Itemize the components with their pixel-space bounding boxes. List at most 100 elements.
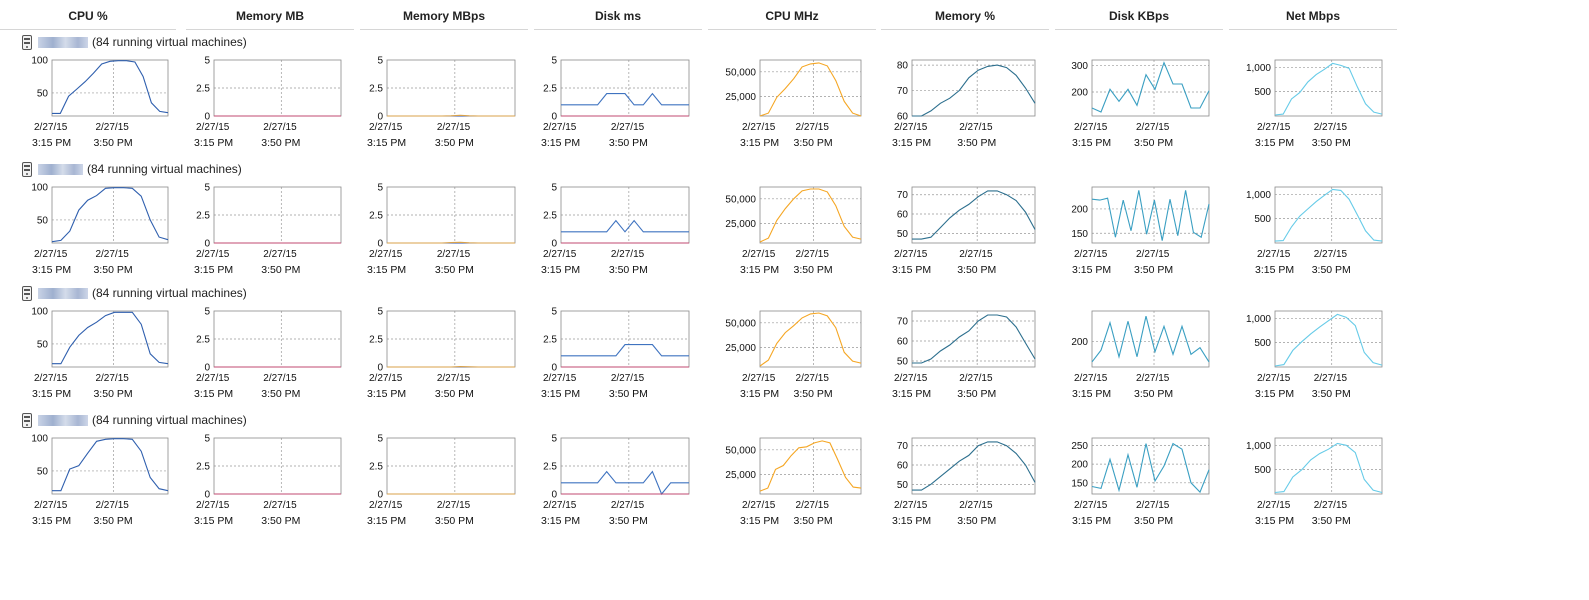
chart-cpu-pct-host-4[interactable]: 100 50 2/27/15 3:15 PM 2/27/15 3:50 PM (0, 412, 190, 544)
x-tick-time: 3:15 PM (194, 388, 233, 400)
x-tick-date: 2/27/15 (543, 500, 577, 511)
y-tick-label: 250 (1071, 441, 1088, 452)
y-tick-label: 2.5 (196, 462, 210, 473)
y-tick-label: 70 (897, 317, 909, 328)
y-tick-label: 2.5 (369, 462, 383, 473)
series-line (759, 312, 862, 367)
chart-memory-mb-host-2[interactable]: 5 2.5 0 2/27/15 3:15 PM 2/27/15 3:50 PM (175, 161, 365, 293)
plot-frame (213, 186, 342, 244)
vm-count-label: (84 running virtual machines) (87, 162, 242, 176)
chart-net-mbps-host-4[interactable]: 1,000 500 2/27/15 3:15 PM 2/27/15 3:50 PM (1220, 412, 1410, 544)
x-tick-time: 3:50 PM (261, 515, 300, 527)
host-name-redacted[interactable] (38, 414, 88, 426)
y-tick-label: 5 (551, 434, 557, 445)
host-row[interactable]: (84 running virtual machines) (22, 285, 247, 301)
x-tick-time: 3:50 PM (1134, 264, 1173, 276)
plot-frame (213, 437, 342, 495)
column-header-3: Memory MBps (360, 8, 528, 30)
plot-frame (759, 186, 862, 244)
chart-memory-mbps-host-1[interactable]: 5 2.5 0 2/27/15 3:15 PM 2/27/15 3:50 PM (349, 34, 539, 166)
chart-net-mbps-host-3[interactable]: 1,000 500 2/27/15 3:15 PM 2/27/15 3:50 PM (1220, 285, 1410, 417)
series-line (561, 344, 689, 357)
chart-svg: 52.502/27/153:15 PM2/27/153:50 PM (194, 307, 342, 400)
y-tick-label: 0 (551, 239, 557, 250)
chart-disk-ms-host-2[interactable]: 5 2.5 0 2/27/15 3:15 PM 2/27/15 3:50 PM (523, 161, 713, 293)
y-tick-label: 300 (1071, 61, 1088, 72)
chart-memory-mbps-host-4[interactable]: 5 2.5 0 2/27/15 3:15 PM 2/27/15 3:50 PM (349, 412, 539, 544)
x-tick-date: 2/27/15 (369, 122, 403, 133)
y-tick-label: 100 (31, 56, 48, 67)
chart-svg: 100 50 2/27/15 3:15 PM 2/27/15 3:50 PM (31, 307, 169, 400)
chart-memory-mbps-host-2[interactable]: 5 2.5 0 2/27/15 3:15 PM 2/27/15 3:50 PM (349, 161, 539, 293)
chart-svg: 52.502/27/153:15 PM2/27/153:50 PM (194, 434, 342, 527)
x-tick-time: 3:15 PM (32, 388, 71, 400)
plot-frame (1091, 59, 1210, 117)
host-row[interactable]: (84 running virtual machines) (22, 161, 242, 177)
y-tick-label: 0 (204, 239, 210, 250)
chart-cpu-mhz-host-3[interactable]: 50,000 25,000 2/27/15 3:15 PM 2/27/15 3:50 PM (698, 285, 888, 417)
y-tick-label: 5 (377, 434, 383, 445)
y-tick-label: 25,000 (725, 343, 756, 354)
host-name-redacted[interactable] (38, 36, 88, 48)
x-tick-time: 3:15 PM (367, 388, 406, 400)
series-line (1274, 62, 1383, 116)
chart-cpu-pct-host-2[interactable]: 100 50 2/27/15 3:15 PM 2/27/15 3:50 PM (0, 161, 190, 293)
x-tick-date: 2/27/15 (1074, 500, 1108, 511)
y-tick-label: 200 (1071, 460, 1088, 471)
series-line (52, 60, 169, 114)
chart-disk-ms-host-4[interactable]: 5 2.5 0 2/27/15 3:15 PM 2/27/15 3:50 PM (523, 412, 713, 544)
chart-disk-kbps-host-4[interactable]: 250 200 150 2/27/15 3:15 PM 2/27/15 3:50 PM (1046, 412, 1236, 544)
chart-memory-mb-host-1[interactable]: 5 2.5 0 2/27/15 3:15 PM 2/27/15 3:50 PM (175, 34, 365, 166)
chart-memory-mbps-host-3[interactable]: 5 2.5 0 2/27/15 3:15 PM 2/27/15 3:50 PM (349, 285, 539, 417)
chart-disk-kbps-host-1[interactable]: 300 200 2/27/15 3:15 PM 2/27/15 3:50 PM (1046, 34, 1236, 166)
x-tick-time: 3:50 PM (794, 264, 833, 276)
chart-svg: 52.502/27/153:15 PM2/27/153:50 PM (367, 434, 516, 527)
host-name-redacted[interactable] (38, 287, 88, 299)
y-tick-label: 50 (37, 466, 49, 477)
y-tick-label: 70 (897, 190, 909, 201)
x-tick-date: 2/27/15 (196, 373, 230, 384)
y-tick-label: 50,000 (725, 194, 756, 205)
host-name-redacted[interactable] (38, 163, 83, 175)
chart-memory-mb-host-4[interactable]: 5 2.5 0 2/27/15 3:15 PM 2/27/15 3:50 PM (175, 412, 365, 544)
chart-disk-kbps-host-3[interactable]: 200 2/27/15 3:15 PM 2/27/15 3:50 PM (1046, 285, 1236, 417)
x-tick-date: 2/27/15 (196, 500, 230, 511)
x-tick-time: 3:50 PM (261, 388, 300, 400)
chart-cpu-mhz-host-4[interactable]: 50,000 25,000 2/27/15 3:15 PM 2/27/15 3:50 PM (698, 412, 888, 544)
chart-net-mbps-host-1[interactable]: 1,000 500 2/27/15 3:15 PM 2/27/15 3:50 PM (1220, 34, 1410, 166)
chart-net-mbps-host-2[interactable]: 1,000 500 2/27/15 3:15 PM 2/27/15 3:50 PM (1220, 161, 1410, 293)
x-tick-time: 3:50 PM (93, 515, 132, 527)
chart-disk-ms-host-3[interactable]: 5 2.5 0 2/27/15 3:15 PM 2/27/15 3:50 PM (523, 285, 713, 417)
host-row[interactable]: (84 running virtual machines) (22, 412, 247, 428)
x-tick-date: 2/27/15 (1136, 373, 1170, 384)
series-line (759, 62, 862, 117)
x-tick-date: 2/27/15 (1074, 373, 1108, 384)
x-tick-time: 3:50 PM (957, 264, 996, 276)
chart-cpu-mhz-host-1[interactable]: 50,000 25,000 2/27/15 3:15 PM 2/27/15 3:50 PM (698, 34, 888, 166)
x-tick-time: 3:15 PM (541, 137, 580, 149)
x-tick-date: 2/27/15 (742, 249, 776, 260)
chart-cpu-pct-host-3[interactable]: 100 50 2/27/15 3:15 PM 2/27/15 3:50 PM (0, 285, 190, 417)
chart-memory-mb-host-3[interactable]: 5 2.5 0 2/27/15 3:15 PM 2/27/15 3:50 PM (175, 285, 365, 417)
chart-disk-kbps-host-2[interactable]: 200 150 2/27/15 3:15 PM 2/27/15 3:50 PM (1046, 161, 1236, 293)
chart-memory-pct-host-1[interactable]: 80 70 60 2/27/15 3:15 PM 2/27/15 3:50 PM (872, 34, 1062, 166)
x-tick-time: 3:50 PM (435, 388, 474, 400)
series-line (1274, 313, 1383, 367)
chart-disk-ms-host-1[interactable]: 5 2.5 0 2/27/15 3:15 PM 2/27/15 3:50 PM (523, 34, 713, 166)
chart-svg: 100 50 2/27/15 3:15 PM 2/27/15 3:50 PM (31, 434, 169, 527)
x-tick-date: 2/27/15 (742, 373, 776, 384)
series-line (1091, 442, 1210, 494)
chart-cpu-mhz-host-2[interactable]: 50,000 25,000 2/27/15 3:15 PM 2/27/15 3:50 PM (698, 161, 888, 293)
chart-memory-pct-host-3[interactable]: 70 60 50 2/27/15 3:15 PM 2/27/15 3:50 PM (872, 285, 1062, 417)
x-tick-date: 2/27/15 (369, 373, 403, 384)
host-row[interactable]: (84 running virtual machines) (22, 34, 247, 50)
chart-svg: 1,000 500 2/27/15 3:15 PM 2/27/15 3:50 PM (1246, 59, 1383, 149)
x-tick-time: 3:15 PM (740, 137, 779, 149)
x-tick-time: 3:50 PM (957, 388, 996, 400)
series-line (387, 241, 515, 244)
x-tick-date: 2/27/15 (742, 122, 776, 133)
chart-memory-pct-host-2[interactable]: 70 60 50 2/27/15 3:15 PM 2/27/15 3:50 PM (872, 161, 1062, 293)
y-tick-label: 2.5 (196, 335, 210, 346)
chart-cpu-pct-host-1[interactable]: 100 50 2/27/15 3:15 PM 2/27/15 3:50 PM (0, 34, 190, 166)
chart-memory-pct-host-4[interactable]: 70 60 50 2/27/15 3:15 PM 2/27/15 3:50 PM (872, 412, 1062, 544)
